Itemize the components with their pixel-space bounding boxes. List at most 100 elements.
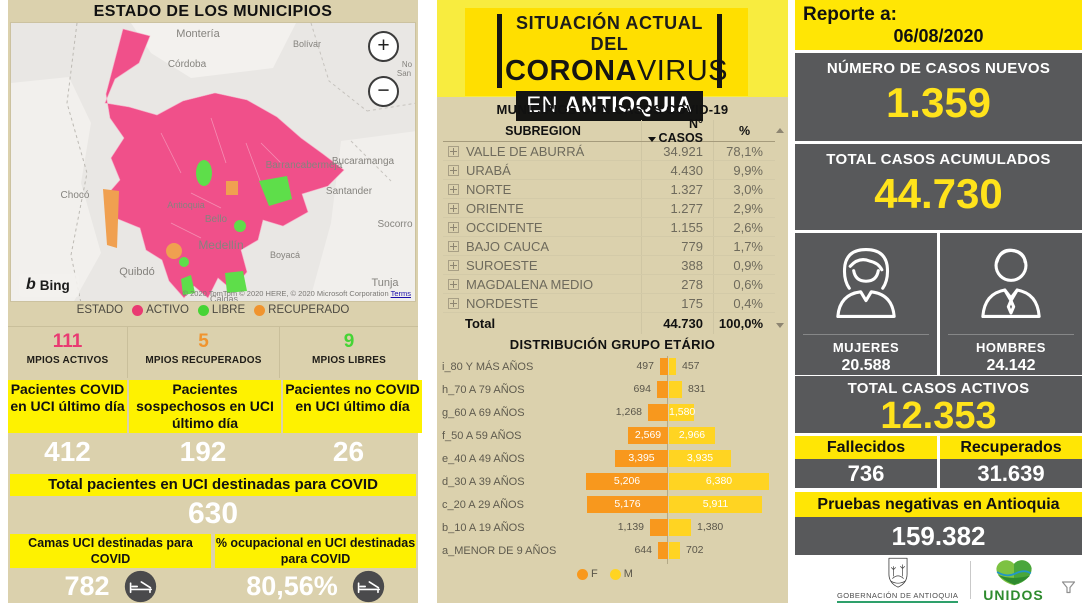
table-row[interactable]: ORIENTE 1.277 2,9% xyxy=(443,199,775,218)
outcomes-values: 736 31.639 xyxy=(795,459,1082,488)
expand-icon[interactable] xyxy=(448,221,459,233)
pyramid-category-label: f_50 A 59 AÑOS xyxy=(442,430,522,442)
expand-icon[interactable] xyxy=(448,202,459,214)
subregion-name: VALLE DE ABURRÁ xyxy=(466,143,585,159)
map-zoom-in-button[interactable]: + xyxy=(368,31,399,62)
bar-male[interactable] xyxy=(669,450,731,467)
pyramid-legend-item-m[interactable]: M xyxy=(609,568,633,580)
filter-funnel-icon[interactable] xyxy=(1061,580,1076,595)
expand-icon[interactable] xyxy=(448,240,459,252)
bar-female[interactable] xyxy=(586,473,668,490)
bar-male[interactable] xyxy=(669,496,762,513)
legend-item-recuperado[interactable]: RECUPERADO xyxy=(254,304,349,316)
uci-no-covid-header: Pacientes no COVID en UCI último día xyxy=(283,380,422,433)
bar-female[interactable] xyxy=(650,519,668,536)
map-label: Tunja xyxy=(371,277,399,289)
pyramid-row: f_50 A 59 AÑOS 2,569 2,966 xyxy=(437,425,788,448)
legend-item-activo[interactable]: ACTIVO xyxy=(132,304,189,316)
map-status-legend: ESTADO ACTIVO LIBRE RECUPERADO xyxy=(8,304,418,316)
subregion-name: BAJO CAUCA xyxy=(466,238,550,254)
pyramid-row: g_60 A 69 AÑOS 1,268 1,580 xyxy=(437,402,788,425)
table-row[interactable]: NORTE 1.327 3,0% xyxy=(443,180,775,199)
mujeres-label: MUJERES xyxy=(803,334,929,355)
expand-icon[interactable] xyxy=(448,145,459,157)
ocupacional-cell: 80,56% xyxy=(213,569,418,603)
bar-female[interactable] xyxy=(660,358,668,375)
bar-male[interactable] xyxy=(669,358,676,375)
bar-female-label: 1,268 xyxy=(615,406,642,418)
unidos-logo: UNIDOS xyxy=(983,557,1043,603)
bar-female[interactable] xyxy=(657,381,668,398)
map-zoom-controls: + − xyxy=(368,31,399,107)
expand-icon[interactable] xyxy=(448,278,459,290)
bar-male-label: 5,911 xyxy=(702,498,729,510)
bar-female[interactable] xyxy=(628,427,668,444)
bar-male[interactable] xyxy=(669,381,682,398)
subregion-name: NORTE xyxy=(466,181,512,197)
table-row[interactable]: MAGDALENA MEDIO 278 0,6% xyxy=(443,275,775,294)
map-regions-recovered[interactable] xyxy=(103,181,238,259)
scroll-up-icon[interactable] xyxy=(776,128,784,133)
total-label: Total xyxy=(465,316,496,331)
map-label: Caldas xyxy=(210,294,239,302)
col-ncasos[interactable]: N° CASOS xyxy=(641,117,713,145)
col-subregion[interactable]: SUBREGION xyxy=(505,123,581,138)
bar-female[interactable] xyxy=(648,404,668,421)
unidos-heart-icon xyxy=(995,559,1032,585)
expand-icon[interactable] xyxy=(448,259,459,271)
brand-bar-right xyxy=(717,14,722,88)
expand-icon[interactable] xyxy=(448,164,459,176)
map-zoom-out-button[interactable]: − xyxy=(368,76,399,107)
brand-line3: EN ANTIOQUIA xyxy=(516,91,703,121)
mpios-activos-label: MPIOS ACTIVOS xyxy=(26,355,109,366)
recuperados-header: Recuperados xyxy=(940,436,1082,459)
mujeres-value: 20.588 xyxy=(841,357,891,374)
bar-male[interactable] xyxy=(669,427,715,444)
bar-male[interactable] xyxy=(669,519,691,536)
total-cases: 44.730 xyxy=(641,313,713,334)
total-cases-value: 44.730 xyxy=(874,170,1003,217)
pyramid-category-label: c_20 A 29 AÑOS xyxy=(442,499,524,511)
table-row[interactable]: BAJO CAUCA 779 1,7% xyxy=(443,237,775,256)
stat-mpios-recuperados: 5 MPIOS RECUPERADOS xyxy=(127,327,279,378)
expand-icon[interactable] xyxy=(448,183,459,195)
table-row[interactable]: SUROESTE 388 0,9% xyxy=(443,256,775,275)
expand-icon[interactable] xyxy=(448,297,459,309)
legend-item-libre[interactable]: LIBRE xyxy=(197,304,245,316)
report-date-box: Reporte a: 06/08/2020 xyxy=(795,0,1082,50)
fallecidos-header: Fallecidos xyxy=(795,436,937,459)
unidos-label: UNIDOS xyxy=(983,586,1044,603)
table-row[interactable]: VALLE DE ABURRÁ 34.921 78,1% xyxy=(443,142,775,161)
bar-male[interactable] xyxy=(669,404,694,421)
subregion-name: OCCIDENTE xyxy=(466,219,543,235)
subregion-name: URABÁ xyxy=(466,162,511,178)
table-header[interactable]: SUBREGION N° CASOS % xyxy=(443,117,775,145)
scroll-down-icon[interactable] xyxy=(776,323,784,328)
left-panel: ESTADO DE LOS MUNICIPIOS xyxy=(8,0,422,603)
col-pct[interactable]: % xyxy=(713,120,775,141)
bar-male[interactable] xyxy=(669,473,769,490)
map-regions-free[interactable] xyxy=(179,160,292,295)
table-row[interactable]: NORDESTE 175 0,4% xyxy=(443,294,775,313)
municipios-map[interactable]: Montería Córdoba Bolívar No San Bucaramanga Ba… xyxy=(10,22,416,302)
map-label: No xyxy=(402,60,413,69)
bar-female[interactable] xyxy=(658,542,668,559)
table-row[interactable]: URABÁ 4.430 9,9% xyxy=(443,161,775,180)
table-row[interactable]: OCCIDENTE 1.155 2,6% xyxy=(443,218,775,237)
table-scrollbar[interactable] xyxy=(775,122,785,334)
bar-male[interactable] xyxy=(669,542,680,559)
map-terms-link[interactable]: Terms xyxy=(390,289,411,298)
camas-uci-cell: 782 xyxy=(8,569,213,603)
pyramid-legend-item-f[interactable]: F xyxy=(577,568,598,580)
bar-female[interactable] xyxy=(615,450,668,467)
pyramid-row: e_40 A 49 AÑOS 3,395 3,935 xyxy=(437,448,788,471)
table-total-row: Total 44.730 100,0% xyxy=(443,313,775,334)
legend-label: ACTIVO xyxy=(146,304,189,316)
map-attribution: © 2020 TomTom © 2020 HERE, © 2020 Micros… xyxy=(183,289,412,298)
bar-female[interactable] xyxy=(587,496,668,513)
map-label: Chocó xyxy=(61,190,90,201)
subregion-name: SUROESTE xyxy=(466,257,538,273)
new-cases-header: NÚMERO DE CASOS NUEVOS xyxy=(826,60,1051,77)
